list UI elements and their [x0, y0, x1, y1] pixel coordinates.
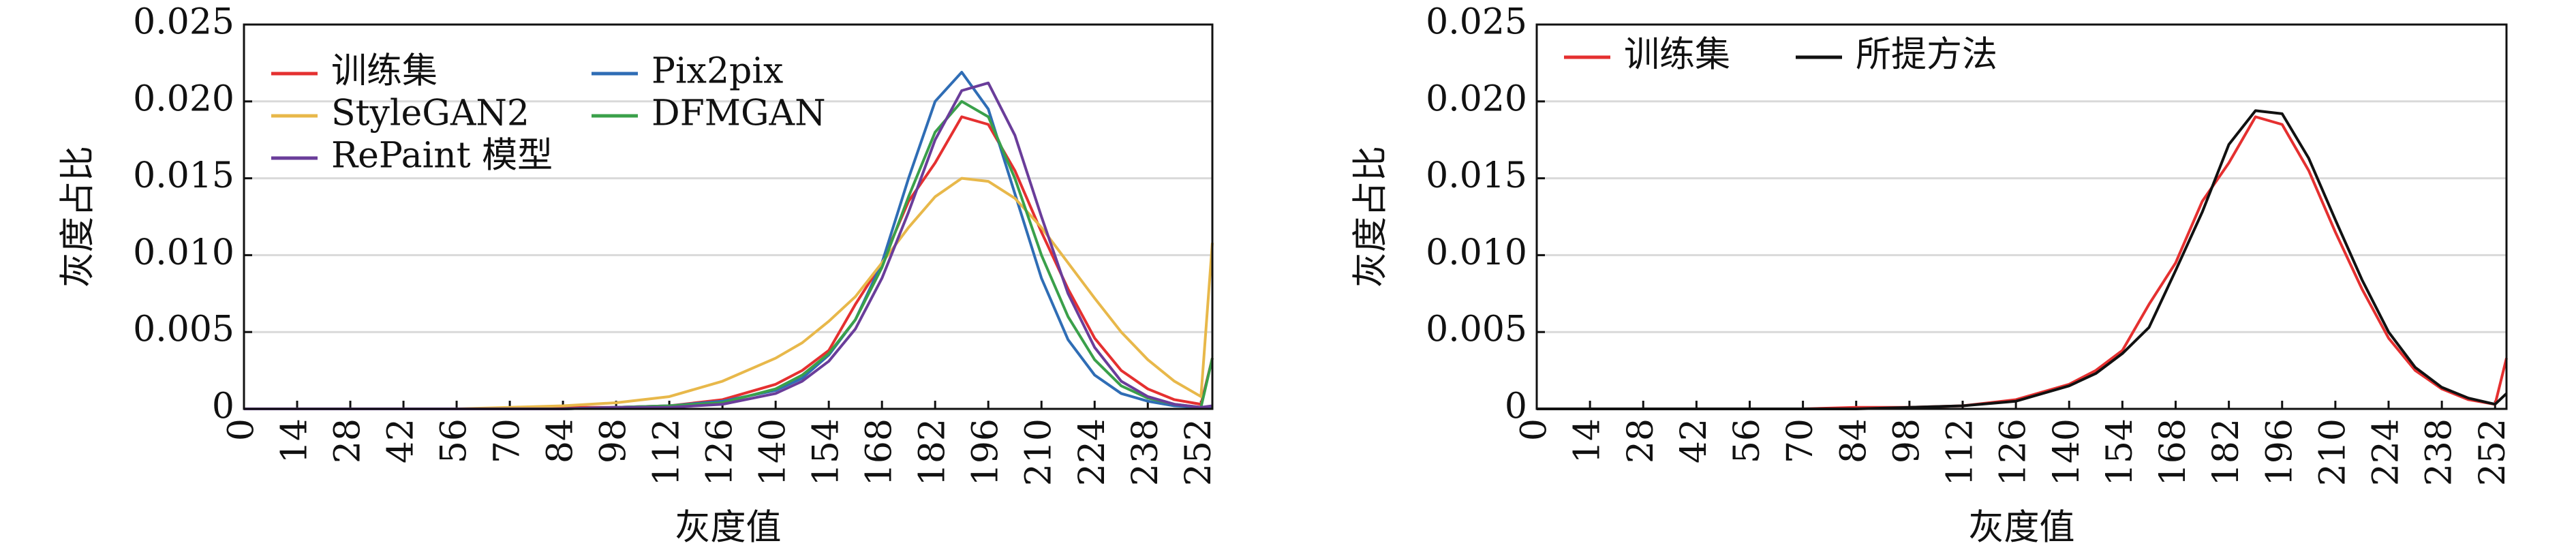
x-tick-label: 112: [647, 418, 688, 486]
y-tick-label: 0.020: [1426, 78, 1527, 119]
y-tick-label: 0.005: [1426, 309, 1527, 350]
x-tick-label: 0: [1514, 418, 1555, 441]
y-tick-label: 0.020: [133, 78, 234, 119]
x-axis-label: 灰度值: [675, 508, 781, 549]
x-tick-label: 252: [1178, 418, 1219, 486]
x-tick-label: 140: [2046, 418, 2087, 486]
x-tick-label: 210: [2312, 418, 2353, 486]
plot-frame: [1535, 23, 2508, 410]
x-tick-label: 252: [2472, 418, 2513, 486]
y-tick-label: 0.025: [1426, 2, 1527, 43]
legend-label: 训练集: [331, 51, 438, 92]
x-tick-label: 168: [2153, 418, 2194, 486]
x-tick-label: 224: [1072, 418, 1113, 486]
x-tick-label: 182: [913, 418, 953, 486]
legend: 训练集 所提方法: [1564, 35, 1997, 76]
x-tick-label: 196: [2259, 418, 2300, 486]
x-tick-label: 238: [1125, 418, 1166, 486]
x-tick-label: 98: [594, 418, 634, 463]
x-tick-label: 84: [540, 418, 581, 463]
series-line: [1537, 115, 2508, 410]
x-tick-label: 238: [2419, 418, 2460, 486]
x-tick-label: 168: [859, 418, 900, 486]
x-tick-label: 42: [381, 418, 422, 463]
x-tick-label: 112: [1940, 418, 1981, 486]
y-tick-label: 0.015: [1426, 155, 1527, 196]
x-tick-label: 126: [1993, 418, 2034, 486]
y-tick-label: 0.010: [1426, 232, 1527, 273]
x-tick-label: 154: [806, 418, 847, 486]
x-tick-label: 28: [328, 418, 369, 463]
x-tick-label: 0: [221, 418, 262, 441]
legend-label: 所提方法: [1856, 35, 1997, 76]
x-tick-label: 224: [2366, 418, 2407, 486]
x-tick-label: 98: [1886, 418, 1927, 463]
legend: 训练集 Pix2pix StyleGAN2 DFMGAN RePaint 模型: [271, 51, 826, 177]
y-tick-label: 0.005: [133, 309, 234, 350]
plot-frame: [243, 23, 1214, 410]
legend-label: DFMGAN: [651, 93, 826, 134]
y-axis-label: 灰度占比: [58, 146, 99, 288]
x-tick-label: 14: [1567, 418, 1608, 463]
legend-label: RePaint 模型: [331, 136, 553, 177]
x-tick-label: 154: [2100, 418, 2141, 486]
series-line: [1537, 109, 2508, 410]
y-tick-label: 0: [1505, 386, 1527, 427]
x-tick-label: 140: [753, 418, 794, 486]
x-tick-label: 14: [275, 418, 316, 463]
x-tick-label: 42: [1674, 418, 1715, 463]
legend-label: Pix2pix: [651, 51, 783, 92]
x-tick-label: 70: [1780, 418, 1821, 463]
x-tick-label: 84: [1833, 418, 1874, 463]
y-axis-label: 灰度占比: [1351, 146, 1392, 288]
x-tick-label: 28: [1621, 418, 1661, 463]
x-tick-label: 56: [434, 418, 475, 463]
y-tick-label: 0.025: [133, 2, 234, 43]
y-tick-label: 0.010: [133, 232, 234, 273]
legend-label: 训练集: [1624, 35, 1730, 76]
x-tick-label: 70: [487, 418, 528, 463]
x-tick-label: 196: [966, 418, 1007, 486]
y-tick-label: 0.015: [133, 155, 234, 196]
x-tick-label: 126: [700, 418, 741, 486]
y-tick-label: 0: [212, 386, 234, 427]
x-axis-label: 灰度值: [1968, 508, 2074, 549]
x-tick-label: 210: [1019, 418, 1060, 486]
x-tick-label: 182: [2206, 418, 2247, 486]
legend-label: StyleGAN2: [331, 93, 530, 134]
x-tick-label: 56: [1727, 418, 1768, 463]
